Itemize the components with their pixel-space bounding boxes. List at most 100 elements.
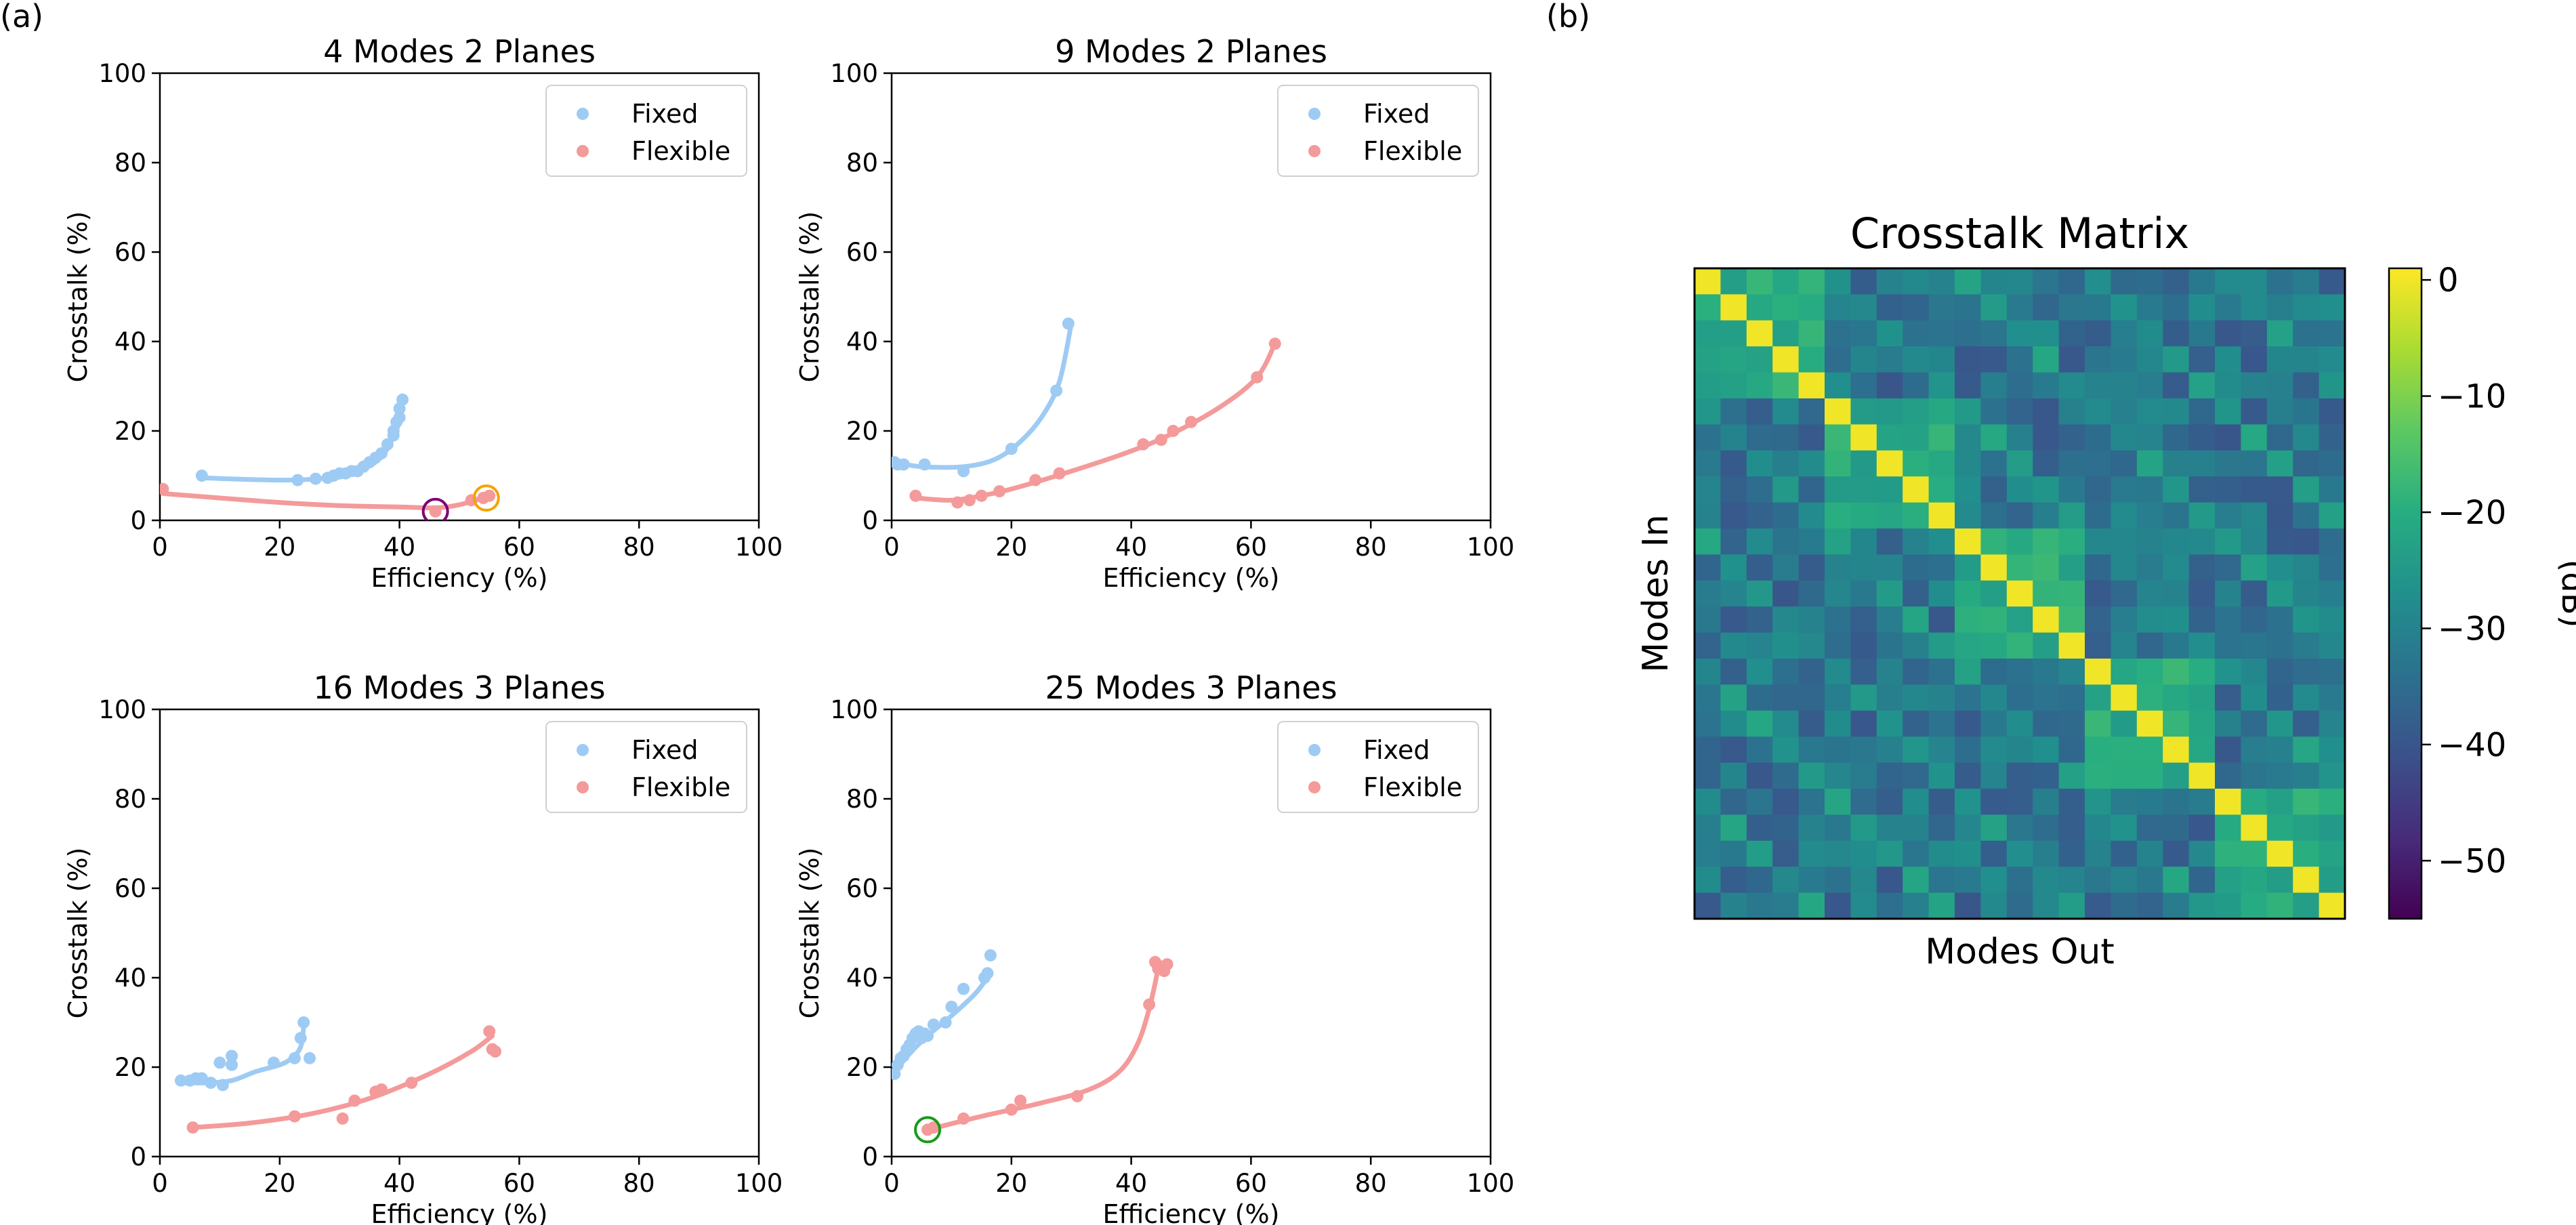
heatmap-cell — [1876, 502, 1903, 529]
heatmap-cell — [2058, 632, 2085, 659]
heatmap-cell — [2111, 528, 2138, 555]
heatmap-cell — [1720, 580, 1747, 607]
heatmap-cell — [1772, 736, 1800, 764]
heatmap-cell — [2241, 268, 2268, 295]
x-tick-label: 80 — [623, 533, 655, 562]
heatmap-cell — [1798, 424, 1825, 451]
heatmap-cell — [1903, 580, 1930, 607]
heatmap-cell — [2319, 580, 2346, 607]
heatmap-cell — [1798, 659, 1825, 685]
legend: Fixed Flexible — [1277, 721, 1479, 813]
heatmap-cell — [2163, 554, 2190, 581]
heatmap-cell — [2293, 294, 2320, 321]
heatmap-cell — [2033, 789, 2060, 815]
heatmap-cell — [1955, 372, 1981, 399]
heatmap-cell — [2163, 346, 2190, 373]
fixed-point — [927, 1018, 940, 1031]
flexible-fit-curve — [190, 1033, 495, 1130]
heatmap-cell — [2033, 606, 2060, 634]
heatmap-cell — [1903, 268, 1930, 295]
heatmap-cell — [1850, 632, 1877, 659]
heatmap-cell — [2085, 840, 2111, 867]
heatmap-cell — [2136, 840, 2163, 867]
data-area — [892, 317, 1281, 509]
heatmap-cell — [2006, 710, 2033, 737]
heatmap-cell — [1876, 320, 1903, 347]
heatmap-cell — [2319, 606, 2346, 634]
heatmap-cell — [1746, 372, 1773, 399]
legend-box — [1277, 85, 1479, 177]
heatmap-cell — [2188, 268, 2216, 295]
heatmap-cell — [2241, 892, 2268, 919]
flexible-point — [405, 1077, 418, 1089]
heatmap-x-label: Modes Out — [1925, 932, 2115, 972]
heatmap-cell — [1903, 554, 1930, 581]
panel-label-b: (b) — [1546, 0, 1590, 35]
heatmap-cell — [2266, 372, 2293, 399]
heatmap-cell — [1798, 398, 1825, 425]
flexible-point — [1005, 1103, 1018, 1116]
heatmap-cell — [2266, 632, 2293, 659]
heatmap-cell — [2136, 346, 2163, 373]
heatmap-cell — [2215, 294, 2241, 321]
flexible-point — [348, 1094, 361, 1107]
heatmap-cell — [2241, 320, 2268, 347]
heatmap-cell — [1928, 762, 1955, 789]
heatmap-cell — [2006, 580, 2033, 607]
heatmap-cell — [1928, 710, 1955, 737]
x-tick-label: 0 — [884, 1169, 900, 1198]
heatmap-cell — [1980, 789, 2008, 815]
heatmap-cell — [1825, 320, 1851, 347]
axes-frame — [890, 708, 1492, 1158]
heatmap-cell — [2136, 762, 2163, 789]
y-axis-label: Crosstalk (%) — [63, 211, 93, 383]
heatmap-cell — [2058, 450, 2085, 477]
heatmap-cell — [1955, 840, 1981, 867]
heatmap-cell — [2058, 867, 2085, 894]
x-tick-label: 0 — [884, 533, 900, 562]
heatmap-cell — [2111, 789, 2138, 815]
heatmap-cell — [2111, 814, 2138, 842]
heatmap-cell — [2006, 424, 2033, 451]
heatmap-cell — [1798, 372, 1825, 399]
heatmap-cell — [2163, 892, 2190, 919]
heatmap-cell — [2319, 892, 2346, 919]
flexible-point — [1268, 337, 1281, 350]
heatmap-cell — [1825, 580, 1851, 607]
heatmap-cell — [2293, 372, 2320, 399]
heatmap-cell — [1798, 320, 1825, 347]
heatmap-cell — [2215, 450, 2241, 477]
heatmap-cell — [2241, 372, 2268, 399]
heatmap-cell — [2085, 554, 2111, 581]
flexible-point — [993, 485, 1006, 498]
axes-frame — [159, 708, 760, 1158]
heatmap-cell — [1876, 659, 1903, 685]
heatmap-cell — [2033, 684, 2060, 711]
heatmap-cell — [1720, 398, 1747, 425]
heatmap-cell — [2058, 528, 2085, 555]
fixed-point — [396, 393, 409, 406]
heatmap-cell — [1746, 476, 1773, 503]
heatmap-cell — [1955, 606, 1981, 634]
flexible-point — [483, 489, 496, 502]
heatmap-cell — [1928, 424, 1955, 451]
heatmap-cell — [2163, 320, 2190, 347]
heatmap-cell — [1876, 892, 1903, 919]
heatmap-cell — [1695, 554, 1721, 581]
flexible-point — [483, 1025, 496, 1038]
heatmap-cell — [1876, 476, 1903, 503]
fixed-point — [205, 1077, 217, 1089]
heatmap-cell — [2033, 372, 2060, 399]
panel-label-a: (a) — [0, 0, 43, 35]
heatmap-cell — [2163, 659, 2190, 685]
heatmap-cell — [2319, 320, 2346, 347]
heatmap-cell — [1720, 502, 1747, 529]
x-tick-label: 20 — [995, 1169, 1027, 1198]
flexible-point — [1167, 425, 1180, 437]
flexible-point — [1185, 415, 1197, 428]
heatmap-cell — [1772, 476, 1800, 503]
heatmap-cell — [2215, 840, 2241, 867]
y-tick-label: 0 — [130, 1142, 146, 1171]
heatmap-title: Crosstalk Matrix — [1850, 209, 2189, 258]
heatmap-cell — [2111, 606, 2138, 634]
